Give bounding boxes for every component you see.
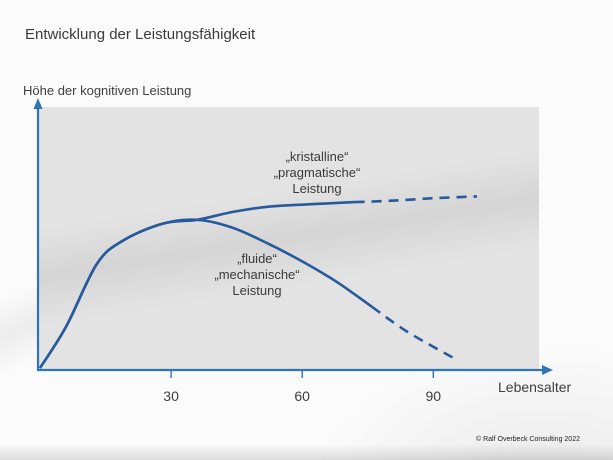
x-tick-label: 90: [425, 388, 442, 404]
curve-dashed-series-0: [354, 195, 478, 204]
series-label-line: Leistung: [292, 181, 342, 196]
x-tick-label: 60: [294, 388, 310, 404]
series-label-line: „pragmatische“: [273, 165, 361, 180]
series-label-line: „fluide“: [237, 251, 277, 266]
curve-solid-series-1: [38, 218, 373, 369]
series-label-kristalline: „kristalline“ „pragmatische“ Leistung: [251, 149, 383, 197]
x-axis-title: Lebensalter: [498, 379, 572, 395]
y-axis-arrow-icon: [33, 98, 43, 109]
series-label-line: „kristalline“: [285, 149, 349, 164]
plot-area: [39, 107, 539, 370]
series-label-line: Leistung: [232, 283, 282, 298]
curve-dashed-series-1: [371, 305, 456, 361]
x-axis-arrow-icon: [542, 365, 553, 375]
slide-title: Entwicklung der Leistungsfähigkeit: [25, 26, 256, 43]
x-tick-label: 30: [163, 388, 179, 404]
series-label-line: „mechanische“: [214, 267, 300, 282]
y-axis-title: Höhe der kognitiven Leistung: [23, 83, 192, 98]
footer-credit: © Ralf Overbeck Consulting 2022: [476, 436, 580, 443]
series-label-fluide: „fluide“ „mechanische“ Leistung: [191, 251, 323, 299]
